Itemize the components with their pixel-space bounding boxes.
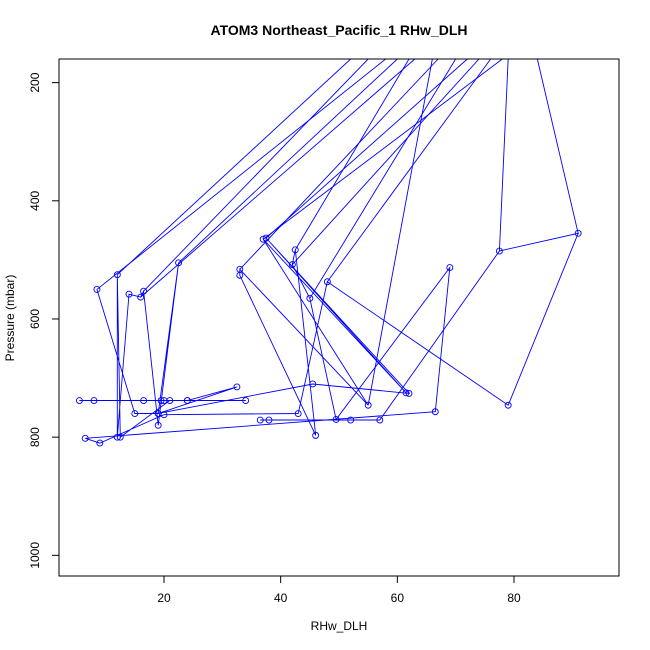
data-point (160, 411, 168, 419)
series-points (75, 229, 582, 447)
x-axis: 20 40 60 80 (157, 576, 521, 605)
data-point (81, 434, 89, 442)
y-tick-label: 1000 (28, 542, 42, 569)
data-point (166, 397, 174, 404)
data-point (175, 259, 183, 267)
x-tick-label: 40 (274, 591, 288, 605)
data-point (137, 293, 145, 301)
data-point (495, 247, 503, 255)
data-point (347, 416, 355, 424)
data-point (312, 431, 320, 439)
data-point (183, 397, 191, 404)
y-axis-label: Pressure (mbar) (3, 275, 17, 362)
data-point (75, 397, 83, 404)
data-point (364, 401, 372, 409)
data-point (131, 410, 139, 417)
y-tick-label: 800 (28, 427, 42, 447)
series-line (79, 232, 579, 444)
series-lines (79, 59, 579, 444)
data-point (93, 285, 101, 293)
data-point (376, 416, 384, 424)
data-point (294, 410, 302, 417)
x-tick-label: 80 (507, 591, 521, 605)
offscale-segment (536, 59, 579, 234)
y-tick-label: 200 (28, 72, 42, 92)
data-point (291, 246, 299, 254)
offscale-segment (140, 59, 416, 298)
offscale-segment (143, 59, 369, 292)
data-point (431, 408, 439, 416)
data-point (140, 287, 148, 295)
data-point (90, 397, 98, 404)
data-point (446, 264, 454, 272)
x-axis-label: RHw_DLH (311, 619, 368, 633)
data-point (140, 397, 148, 404)
y-tick-label: 600 (28, 309, 42, 329)
data-point (309, 380, 317, 388)
data-point (306, 294, 314, 302)
data-point (96, 439, 104, 447)
data-point (113, 433, 121, 441)
offscale-segment (239, 59, 439, 270)
data-point (323, 278, 331, 286)
offscale-segment (117, 59, 351, 275)
offscale-segment (265, 59, 468, 239)
chart-title: ATOM3 Northeast_Pacific_1 RHw_DLH (211, 22, 468, 38)
data-point (574, 229, 582, 237)
data-point (154, 421, 162, 429)
data-point (504, 401, 512, 409)
offscale-segment (498, 59, 509, 252)
data-point (113, 271, 121, 279)
data-point (236, 271, 244, 279)
data-point (242, 397, 250, 404)
offscale-segment (178, 59, 398, 264)
x-tick-label: 60 (391, 591, 405, 605)
offscale-segment (309, 59, 457, 299)
x-tick-label: 20 (157, 591, 171, 605)
data-point (402, 389, 410, 397)
offscale-segment (367, 59, 433, 406)
data-point (157, 397, 165, 404)
data-point (405, 389, 413, 397)
data-point (265, 416, 273, 424)
data-point (116, 433, 124, 441)
data-point (332, 415, 340, 423)
offscale-segment (262, 59, 503, 240)
data-point (233, 383, 241, 391)
data-point (288, 261, 296, 269)
y-tick-label: 400 (28, 190, 42, 210)
data-point (125, 290, 133, 298)
offscale-segment (326, 59, 492, 283)
offscale-segment (96, 59, 386, 290)
y-axis: 200 400 600 800 1000 (28, 72, 59, 569)
offscale-segment (292, 59, 480, 265)
data-point (259, 235, 267, 243)
offscale-segment (294, 59, 410, 251)
plot-frame (58, 58, 620, 577)
data-point (256, 416, 264, 424)
